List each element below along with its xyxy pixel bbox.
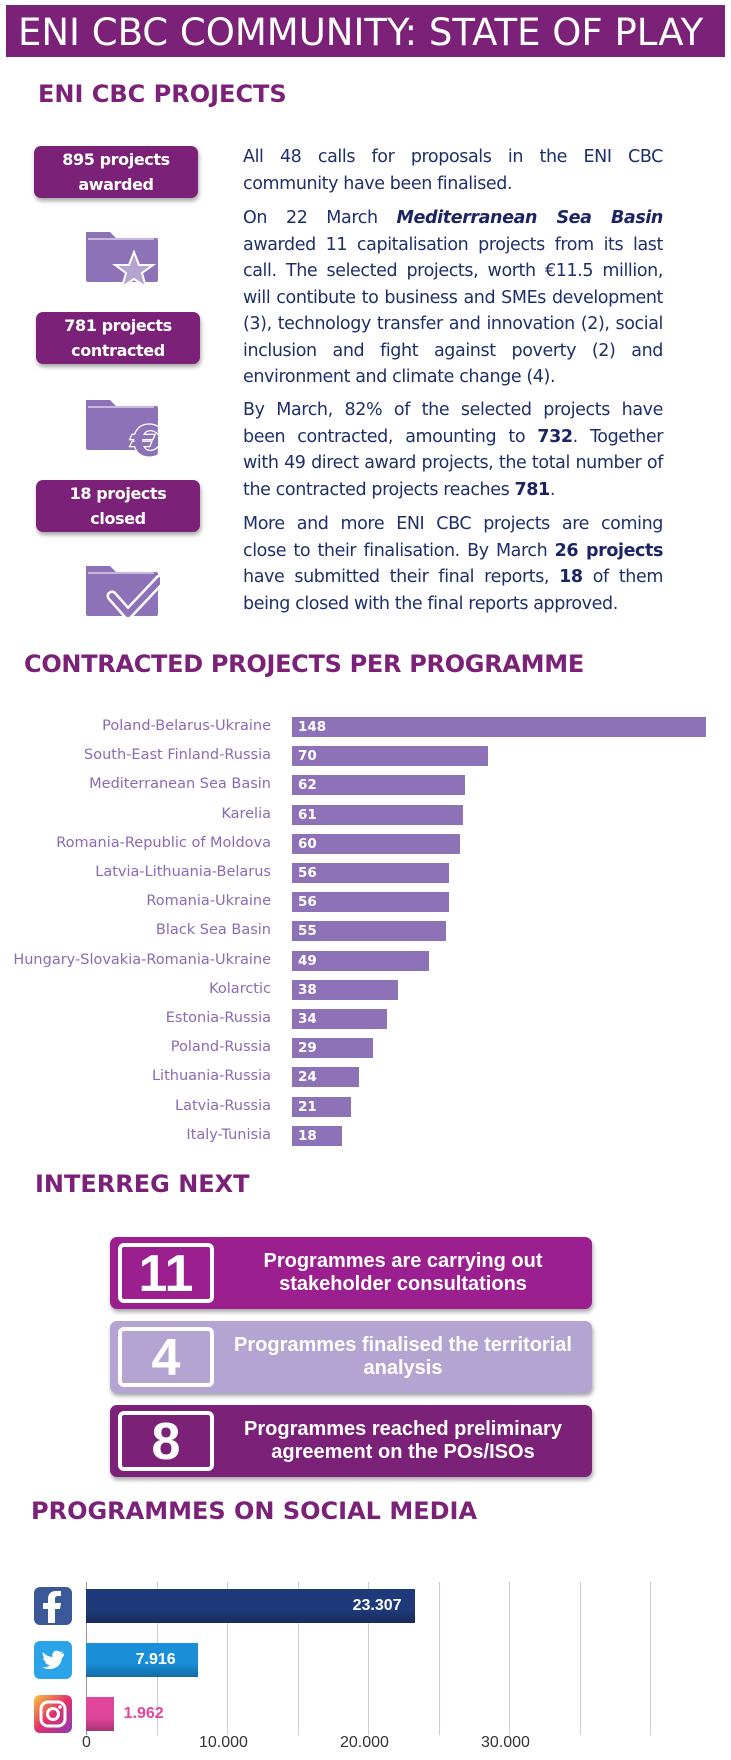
bar-value-label: 70 bbox=[298, 748, 317, 765]
bar bbox=[292, 804, 463, 825]
interreg-item-text: Programmes are carrying out stakeholder … bbox=[263, 1250, 543, 1295]
paragraph-contracted: By March, 82% of the selected projects h… bbox=[243, 400, 663, 500]
category-label: Poland-Belarus-Ukraine bbox=[102, 718, 271, 734]
category-label: Romania-Ukraine bbox=[146, 893, 271, 910]
badge-closed-label: closed bbox=[90, 509, 146, 528]
x-tick-label: 0 bbox=[82, 1734, 91, 1751]
category-label: Latvia-Lithuania-Belarus bbox=[95, 864, 271, 880]
category-label: Black Sea Basin bbox=[155, 922, 271, 939]
badge-contracted: 781 projects contracted bbox=[36, 312, 200, 364]
interreg-item-number: 8 bbox=[118, 1411, 214, 1471]
paragraph-finalisation: More and more ENI CBC projects are comin… bbox=[243, 514, 663, 614]
bar-value-label: 49 bbox=[298, 952, 317, 969]
social-bar bbox=[86, 1643, 198, 1677]
y-axis-line bbox=[86, 1582, 87, 1735]
bar-value-label: 56 bbox=[298, 894, 317, 911]
badge-awarded-count: 895 projects bbox=[62, 150, 170, 169]
bar bbox=[292, 892, 449, 913]
interreg-item-number: 11 bbox=[118, 1243, 214, 1303]
bar-value-label: 34 bbox=[298, 1011, 317, 1027]
badge-closed-count: 18 projects bbox=[69, 484, 167, 503]
bar-value-label: 56 bbox=[298, 865, 317, 881]
interreg-item-text: Programmes finalised the territorial ana… bbox=[234, 1334, 572, 1379]
x-tick-label: 20.000 bbox=[340, 1734, 389, 1751]
category-label: Mediterranean Sea Basin bbox=[89, 776, 271, 793]
badge-awarded-label: awarded bbox=[78, 175, 154, 194]
social-bar-value: 23.307 bbox=[352, 1597, 402, 1614]
category-label: Karelia bbox=[221, 805, 271, 822]
paragraph-med-sea: On 22 March Mediterranean Sea Basin awar… bbox=[243, 208, 663, 387]
x-tick-label: 10.000 bbox=[199, 1734, 248, 1751]
bar bbox=[292, 950, 430, 971]
bar-value-label: 24 bbox=[298, 1069, 317, 1086]
bar-value-label: 60 bbox=[298, 835, 317, 852]
category-label: South-East Finland-Russia bbox=[84, 747, 271, 764]
social-bar bbox=[86, 1697, 114, 1731]
category-label: Latvia-Russia bbox=[174, 1097, 271, 1114]
interreg-item-number: 4 bbox=[118, 1327, 214, 1387]
category-label: Italy-Tunisia bbox=[186, 1126, 271, 1143]
bar-value-label: 55 bbox=[298, 923, 317, 940]
interreg-item: 8 Programmes reached preliminary agreemen… bbox=[110, 1405, 592, 1477]
bar-value-label: 18 bbox=[298, 1127, 317, 1144]
x-tick-label: 30.000 bbox=[481, 1734, 530, 1751]
bar bbox=[292, 775, 466, 796]
social-bar bbox=[86, 1589, 415, 1623]
grid-line bbox=[509, 1582, 510, 1735]
social-section-title: PROGRAMMES ON SOCIAL MEDIA bbox=[31, 1497, 478, 1525]
twitter-icon bbox=[34, 1641, 72, 1679]
category-label: Hungary-Slovakia-Romania-Ukraine bbox=[13, 951, 271, 968]
social-bar-value: 7.916 bbox=[135, 1651, 176, 1668]
facebook-icon bbox=[34, 1587, 72, 1625]
category-label: Romania-Republic of Moldova bbox=[56, 834, 271, 851]
paragraph-calls: All 48 calls for proposals in the ENI CB… bbox=[243, 147, 663, 194]
grid-line bbox=[579, 1582, 581, 1735]
bar-value-label: 21 bbox=[298, 1098, 317, 1115]
bar bbox=[292, 1125, 343, 1146]
bar-value-label: 29 bbox=[298, 1040, 317, 1057]
category-label: Estonia-Russia bbox=[165, 1010, 271, 1026]
social-bar-value: 1.962 bbox=[123, 1705, 164, 1722]
badge-contracted-label: contracted bbox=[71, 341, 165, 360]
bar bbox=[292, 833, 460, 854]
category-label: Kolarctic bbox=[209, 980, 271, 997]
interreg-item: 11 Programmes are carrying out stakeholde… bbox=[110, 1237, 592, 1309]
instagram-icon bbox=[34, 1695, 72, 1733]
interreg-item: 4 Programmes finalised the territorial an… bbox=[110, 1321, 592, 1393]
bar bbox=[292, 717, 706, 737]
folder-check-icon bbox=[86, 566, 160, 620]
bar bbox=[292, 1009, 388, 1029]
bar-value-label: 61 bbox=[298, 806, 317, 823]
svg-text:€: € bbox=[130, 417, 160, 458]
bar bbox=[292, 921, 446, 942]
grid-line bbox=[368, 1582, 369, 1735]
bar bbox=[292, 1067, 360, 1088]
bar bbox=[292, 1096, 351, 1117]
header-banner bbox=[6, 5, 725, 57]
grid-line bbox=[297, 1582, 299, 1735]
projects-section-title: ENI CBC PROJECTS bbox=[38, 80, 287, 108]
folder-star-icon bbox=[86, 232, 158, 290]
contracted-section-title: CONTRACTED PROJECTS PER PROGRAMME bbox=[24, 650, 584, 678]
badge-contracted-count: 781 projects bbox=[64, 316, 172, 335]
bar-value-label: 148 bbox=[298, 719, 327, 735]
grid-line bbox=[438, 1582, 440, 1735]
folder-euro-icon: € bbox=[86, 400, 160, 458]
bar bbox=[292, 863, 449, 883]
interreg-section-title: INTERREG NEXT bbox=[35, 1170, 250, 1198]
page-title: ENI CBC COMMUNITY: STATE OF PLAY bbox=[18, 11, 704, 54]
bar-value-label: 62 bbox=[298, 777, 317, 794]
grid-line bbox=[650, 1582, 651, 1735]
badge-closed: 18 projects closed bbox=[36, 480, 200, 532]
bar bbox=[292, 979, 399, 1000]
bar bbox=[292, 1038, 374, 1059]
category-label: Lithuania-Russia bbox=[151, 1068, 271, 1085]
badge-awarded: 895 projects awarded bbox=[34, 146, 198, 198]
bar bbox=[292, 746, 488, 767]
grid-line bbox=[227, 1582, 228, 1735]
bar-value-label: 38 bbox=[298, 981, 317, 998]
grid-line bbox=[156, 1582, 158, 1735]
interreg-item-text: Programmes reached preliminary agreement… bbox=[244, 1418, 562, 1463]
category-label: Poland-Russia bbox=[170, 1039, 271, 1056]
